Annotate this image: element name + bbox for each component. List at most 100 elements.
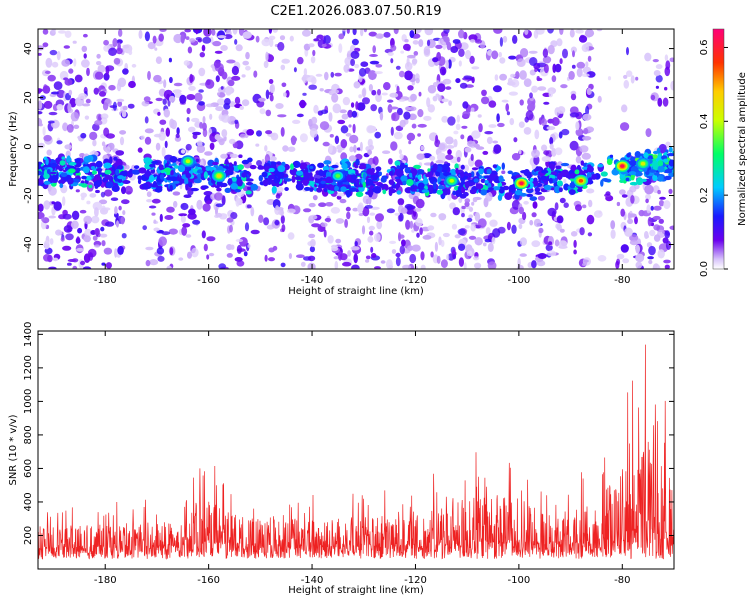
spectrogram-band-blob: [268, 174, 275, 180]
spectrogram-noise-blob: [105, 262, 112, 269]
spectrogram-noise-blob: [91, 215, 100, 224]
spectrogram-band-blob: [121, 186, 126, 195]
spectrogram-noise-blob: [478, 123, 483, 133]
spectrogram-noise-blob: [383, 31, 391, 38]
spectrogram-band-blob: [60, 172, 68, 178]
spectrogram-noise-blob: [333, 256, 340, 260]
spectrogram-noise-blob: [542, 48, 549, 58]
spectrogram-noise-blob: [147, 42, 156, 50]
spectrogram-noise-blob: [547, 44, 555, 55]
spectrogram-noise-blob: [519, 253, 527, 257]
spectrogram-band-blob: [469, 189, 477, 193]
spectrogram-noise-blob: [657, 189, 661, 195]
spectrogram-noise-blob: [258, 214, 264, 223]
y-tick-label: 800: [23, 425, 34, 444]
spectrogram-noise-blob: [523, 200, 529, 205]
spectrogram-band-blob: [379, 183, 385, 188]
spectrogram-band-blob: [59, 183, 64, 189]
spectrogram-noise-blob: [350, 102, 355, 108]
spectrogram-noise-blob: [187, 251, 192, 259]
spectrogram-noise-blob: [346, 29, 350, 34]
spectrogram-band-blob: [38, 163, 41, 170]
spectrogram-band-blob: [367, 188, 374, 197]
spectrogram-noise-blob: [458, 60, 462, 67]
spectrogram-noise-blob: [647, 256, 654, 260]
spectrogram-band-blob: [38, 170, 42, 176]
spectrogram-band-blob: [473, 178, 479, 183]
spectrogram-noise-blob: [559, 58, 563, 65]
spectrogram-hotspot: [185, 159, 191, 163]
spectrogram-noise-blob: [541, 144, 548, 152]
spectrogram-noise-blob: [246, 204, 252, 209]
spectrogram-noise-blob: [485, 191, 493, 202]
spectrogram-noise-blob: [462, 101, 469, 109]
spectrogram-noise-blob: [96, 113, 103, 122]
spectrogram-noise-blob: [571, 64, 576, 69]
spectrogram-noise-blob: [664, 66, 671, 77]
spectrogram-noise-blob: [390, 141, 398, 151]
spectrogram-noise-blob: [234, 39, 238, 45]
spectrogram-noise-blob: [98, 91, 107, 97]
spectrogram-noise-blob: [368, 31, 377, 37]
spectrogram-band-blob: [600, 171, 608, 177]
spectrogram-noise-blob: [630, 195, 635, 204]
spectrogram-noise-blob: [226, 59, 236, 64]
spectrogram-noise-blob: [217, 86, 227, 94]
spectrogram-band-blob: [568, 189, 576, 196]
spectrogram-noise-blob: [71, 210, 80, 220]
spectrogram-noise-blob: [67, 103, 72, 112]
spectrogram-noise-blob: [510, 73, 516, 78]
spectrogram-band-blob: [68, 168, 76, 174]
spectrogram-band-blob: [237, 164, 244, 171]
spectrogram-noise-blob: [587, 232, 593, 237]
spectrogram-noise-blob: [303, 208, 312, 213]
spectrogram-noise-blob: [645, 128, 652, 138]
spectrogram-noise-blob: [250, 206, 255, 217]
spectrogram-band-blob: [417, 169, 425, 175]
spectrogram-noise-blob: [598, 210, 602, 214]
spectrogram-y-axis-label: Frequency (Hz): [8, 111, 19, 187]
spectrogram-band-blob: [395, 179, 402, 183]
spectrogram-noise-blob: [586, 188, 595, 194]
spectrogram-noise-blob: [653, 205, 662, 211]
spectrogram-noise-blob: [275, 103, 284, 109]
spectrogram-noise-blob: [362, 206, 370, 217]
spectrogram-noise-blob: [44, 70, 51, 74]
spectrogram-noise-blob: [94, 71, 104, 80]
spectrogram-band-blob: [460, 186, 466, 194]
spectrogram-noise-blob: [203, 191, 213, 196]
spectrogram-noise-blob: [404, 39, 409, 43]
spectrogram-noise-blob: [349, 146, 354, 153]
spectrogram-noise-blob: [186, 117, 190, 122]
spectrogram-noise-blob: [153, 219, 157, 224]
spectrogram-noise-blob: [549, 137, 554, 145]
spectrogram-noise-blob: [213, 60, 221, 69]
spectrogram-noise-blob: [348, 155, 357, 162]
spectrogram-noise-blob: [363, 29, 368, 33]
spectrogram-noise-blob: [78, 93, 88, 100]
spectrogram-noise-blob: [465, 49, 471, 60]
spectrogram-noise-blob: [140, 135, 146, 140]
spectrogram-band-blob: [215, 185, 220, 189]
spectrogram-band-blob: [350, 174, 358, 180]
spectrogram-noise-blob: [235, 238, 244, 243]
spectrogram-noise-blob: [664, 86, 668, 91]
spectrogram-band-blob: [257, 165, 263, 169]
spectrogram-band-blob: [484, 180, 489, 184]
spectrogram-noise-blob: [230, 212, 238, 220]
spectrogram-noise-blob: [122, 210, 126, 216]
spectrogram-noise-blob: [440, 259, 448, 268]
spectrogram-noise-blob: [474, 159, 483, 168]
spectrogram-noise-blob: [245, 65, 251, 71]
colorbar-label: Normalized spectral amplitude: [737, 72, 748, 226]
spectrogram-band-blob: [578, 170, 587, 174]
spectrogram-noise-blob: [279, 35, 286, 41]
spectrogram-band-blob: [606, 158, 613, 165]
spectrogram-noise-blob: [638, 209, 645, 217]
spectrogram-noise-blob: [416, 232, 420, 238]
spectrogram-band-blob: [427, 168, 431, 172]
spectrogram-noise-blob: [424, 29, 434, 36]
spectrogram-noise-blob: [178, 213, 188, 217]
spectrogram-noise-blob: [334, 72, 342, 77]
spectrogram-noise-blob: [554, 147, 563, 156]
